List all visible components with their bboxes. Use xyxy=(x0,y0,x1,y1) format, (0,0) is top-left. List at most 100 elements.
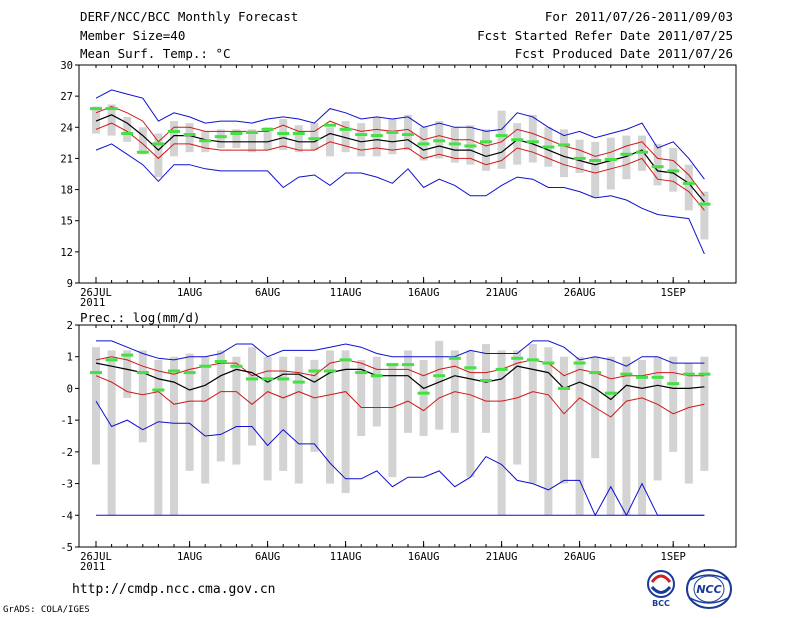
temp-obs-16 xyxy=(339,127,352,131)
box-prec-12 xyxy=(279,356,288,471)
box-prec-39 xyxy=(700,356,709,471)
precipitation-panel: -5 -4 -3 -2 -1 0 1 2 26JUL 1AUG 6AUG 11AUG 16AUG 21AU… xyxy=(60,320,737,573)
precip-panel-title: Prec.: log(mm/d) xyxy=(80,310,201,325)
temp-obs-1 xyxy=(105,107,118,111)
box-temp-3 xyxy=(138,127,147,155)
prec-obs-3 xyxy=(136,371,149,375)
temp-obs-6 xyxy=(183,133,196,137)
y-tick-label: 21 xyxy=(60,153,73,165)
prec-obs-38 xyxy=(682,372,695,376)
temp-obs-29 xyxy=(542,145,555,149)
x-tick-label: 16AUG xyxy=(408,551,440,563)
temp-obs-28 xyxy=(526,140,539,144)
prec-obs-24 xyxy=(464,366,477,370)
prec-obs-34 xyxy=(620,372,633,376)
temp-obs-32 xyxy=(589,159,602,163)
box-temp-1 xyxy=(107,104,116,136)
y-tick-label: 12 xyxy=(60,247,73,259)
prec-obs-16 xyxy=(339,358,352,362)
prec-obs-2 xyxy=(121,353,134,357)
x-tick-label: 26JUL xyxy=(80,551,112,563)
box-prec-2 xyxy=(123,350,132,398)
box-temp-2 xyxy=(123,116,132,142)
box-prec-14 xyxy=(310,359,319,452)
box-prec-13 xyxy=(294,356,303,484)
temp-obs-23 xyxy=(448,142,461,146)
y-tick-label: -5 xyxy=(60,542,73,554)
x-tick-label: 1AUG xyxy=(177,287,202,299)
prec-obs-37 xyxy=(667,382,680,386)
prec-obs-5 xyxy=(168,369,180,373)
box-temp-28 xyxy=(528,114,537,163)
box-prec-3 xyxy=(138,350,147,443)
temp-obs-12 xyxy=(277,132,290,136)
temperature-panel: 9 12 15 18 21 24 27 30 26JUL 1AUG 6AUG 11AUG 16AUG 21… xyxy=(60,60,737,309)
prec-obs-28 xyxy=(526,358,539,362)
temp-obs-11 xyxy=(261,127,274,131)
prec-min-line xyxy=(95,400,705,517)
prec-obs-8 xyxy=(214,359,227,363)
prec-obs-27 xyxy=(511,356,524,360)
x-tick-label: 26JUL xyxy=(80,287,112,299)
x-tick-label: 1SEP xyxy=(661,287,686,299)
prec-obs-11 xyxy=(261,377,274,381)
prec-obs-18 xyxy=(370,374,383,378)
forecast-period: For 2011/07/26-2011/09/03 xyxy=(544,9,733,24)
prec-max-line xyxy=(96,340,705,367)
temp-obs-7 xyxy=(199,139,212,143)
box-prec-29 xyxy=(544,347,553,516)
x-tick-label: 26AUG xyxy=(564,287,596,299)
temp-obs-33 xyxy=(604,157,617,161)
x-tick-label: 11AUG xyxy=(330,287,362,299)
y-tick-label: -1 xyxy=(60,415,73,427)
box-prec-15 xyxy=(326,350,334,484)
temp-obs-22 xyxy=(433,139,446,143)
box-temp-33 xyxy=(606,137,615,190)
prec-obs-4 xyxy=(152,388,165,392)
box-prec-35 xyxy=(638,359,646,516)
x-tick-label: 26AUG xyxy=(564,551,596,563)
prec-obs-6 xyxy=(183,371,196,375)
prec-obs-30 xyxy=(558,386,570,390)
prec-obs-17 xyxy=(355,371,368,375)
prec-obs-35 xyxy=(636,375,648,379)
temp-obs-20 xyxy=(402,133,414,137)
ncc-logo-text: NCC xyxy=(696,583,721,596)
box-temp-0 xyxy=(92,106,100,134)
box-prec-10 xyxy=(248,347,256,446)
source-url[interactable]: http://cmdp.ncc.cma.gov.cn xyxy=(72,582,276,597)
box-temp-5 xyxy=(170,121,178,157)
box-prec-34 xyxy=(622,356,631,516)
temp-upper-line xyxy=(95,105,705,197)
box-prec-17 xyxy=(357,359,366,436)
temp-obs-35 xyxy=(636,150,648,154)
y-tick-label: 1 xyxy=(67,352,73,364)
y-tick-label: 27 xyxy=(60,91,73,103)
box-temp-11 xyxy=(263,127,272,151)
box-prec-16 xyxy=(341,350,350,494)
y-tick-label: 24 xyxy=(60,122,73,134)
temp-obs-26 xyxy=(495,134,508,138)
temp-max-line xyxy=(95,89,705,180)
x-tick-label: 11AUG xyxy=(330,551,362,563)
temp-min-line xyxy=(95,143,705,255)
box-prec-30 xyxy=(560,356,568,484)
box-temp-32 xyxy=(591,141,600,198)
temp-obs-8 xyxy=(214,135,227,139)
box-temp-31 xyxy=(575,139,584,173)
x-tick-label: 16AUG xyxy=(408,287,440,299)
box-temp-25 xyxy=(482,129,490,171)
box-temp-20 xyxy=(404,114,412,151)
box-prec-31 xyxy=(575,356,584,516)
box-prec-19 xyxy=(388,363,397,478)
box-temp-39 xyxy=(700,191,709,240)
prec-obs-1 xyxy=(105,358,118,362)
box-temp-8 xyxy=(216,129,225,149)
box-prec-24 xyxy=(466,350,475,478)
box-temp-34 xyxy=(622,135,631,180)
temp-obs-18 xyxy=(370,134,383,138)
box-prec-22 xyxy=(435,340,444,430)
y-tick-label: 2 xyxy=(67,320,73,332)
member-size: Member Size=40 xyxy=(80,28,186,43)
